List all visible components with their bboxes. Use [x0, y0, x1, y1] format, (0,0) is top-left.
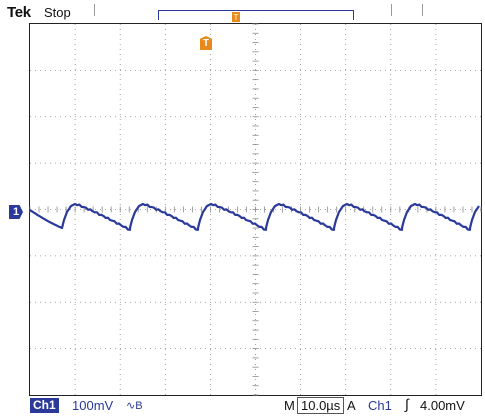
trigger-source[interactable]: Ch1 [368, 398, 392, 413]
status-divider [391, 4, 392, 16]
trigger-position-marker[interactable]: T [200, 36, 212, 50]
brand-logo: Tek [7, 4, 31, 21]
trigger-position-indicator: T [232, 12, 240, 22]
ch1-waveform-trace [29, 202, 480, 231]
graticule-grid [29, 23, 482, 396]
trigger-mode: A [347, 398, 356, 413]
vertical-scale[interactable]: 100mV [72, 398, 114, 413]
status-divider [94, 4, 95, 16]
status-divider [422, 4, 423, 16]
bandwidth-limit-icon: ∿B [126, 400, 143, 412]
waveform-display[interactable] [29, 23, 482, 396]
channel-badge[interactable]: Ch1 [30, 398, 59, 413]
trigger-level[interactable]: 4.00mV [420, 398, 465, 413]
status-bar: Tek Stop T [0, 0, 485, 22]
readout-bar: Ch1 100mV ∿B M 10.0µs A Ch1 ∫ 4.00mV [0, 397, 485, 416]
record-view-bracket [158, 10, 354, 20]
trigger-slope-icon: ∫ [405, 396, 409, 412]
ch1-ground-marker[interactable]: 1 [9, 205, 23, 219]
acquisition-status: Stop [44, 5, 71, 20]
timebase-label: M [284, 398, 295, 413]
timebase-value[interactable]: 10.0µs [297, 397, 345, 414]
